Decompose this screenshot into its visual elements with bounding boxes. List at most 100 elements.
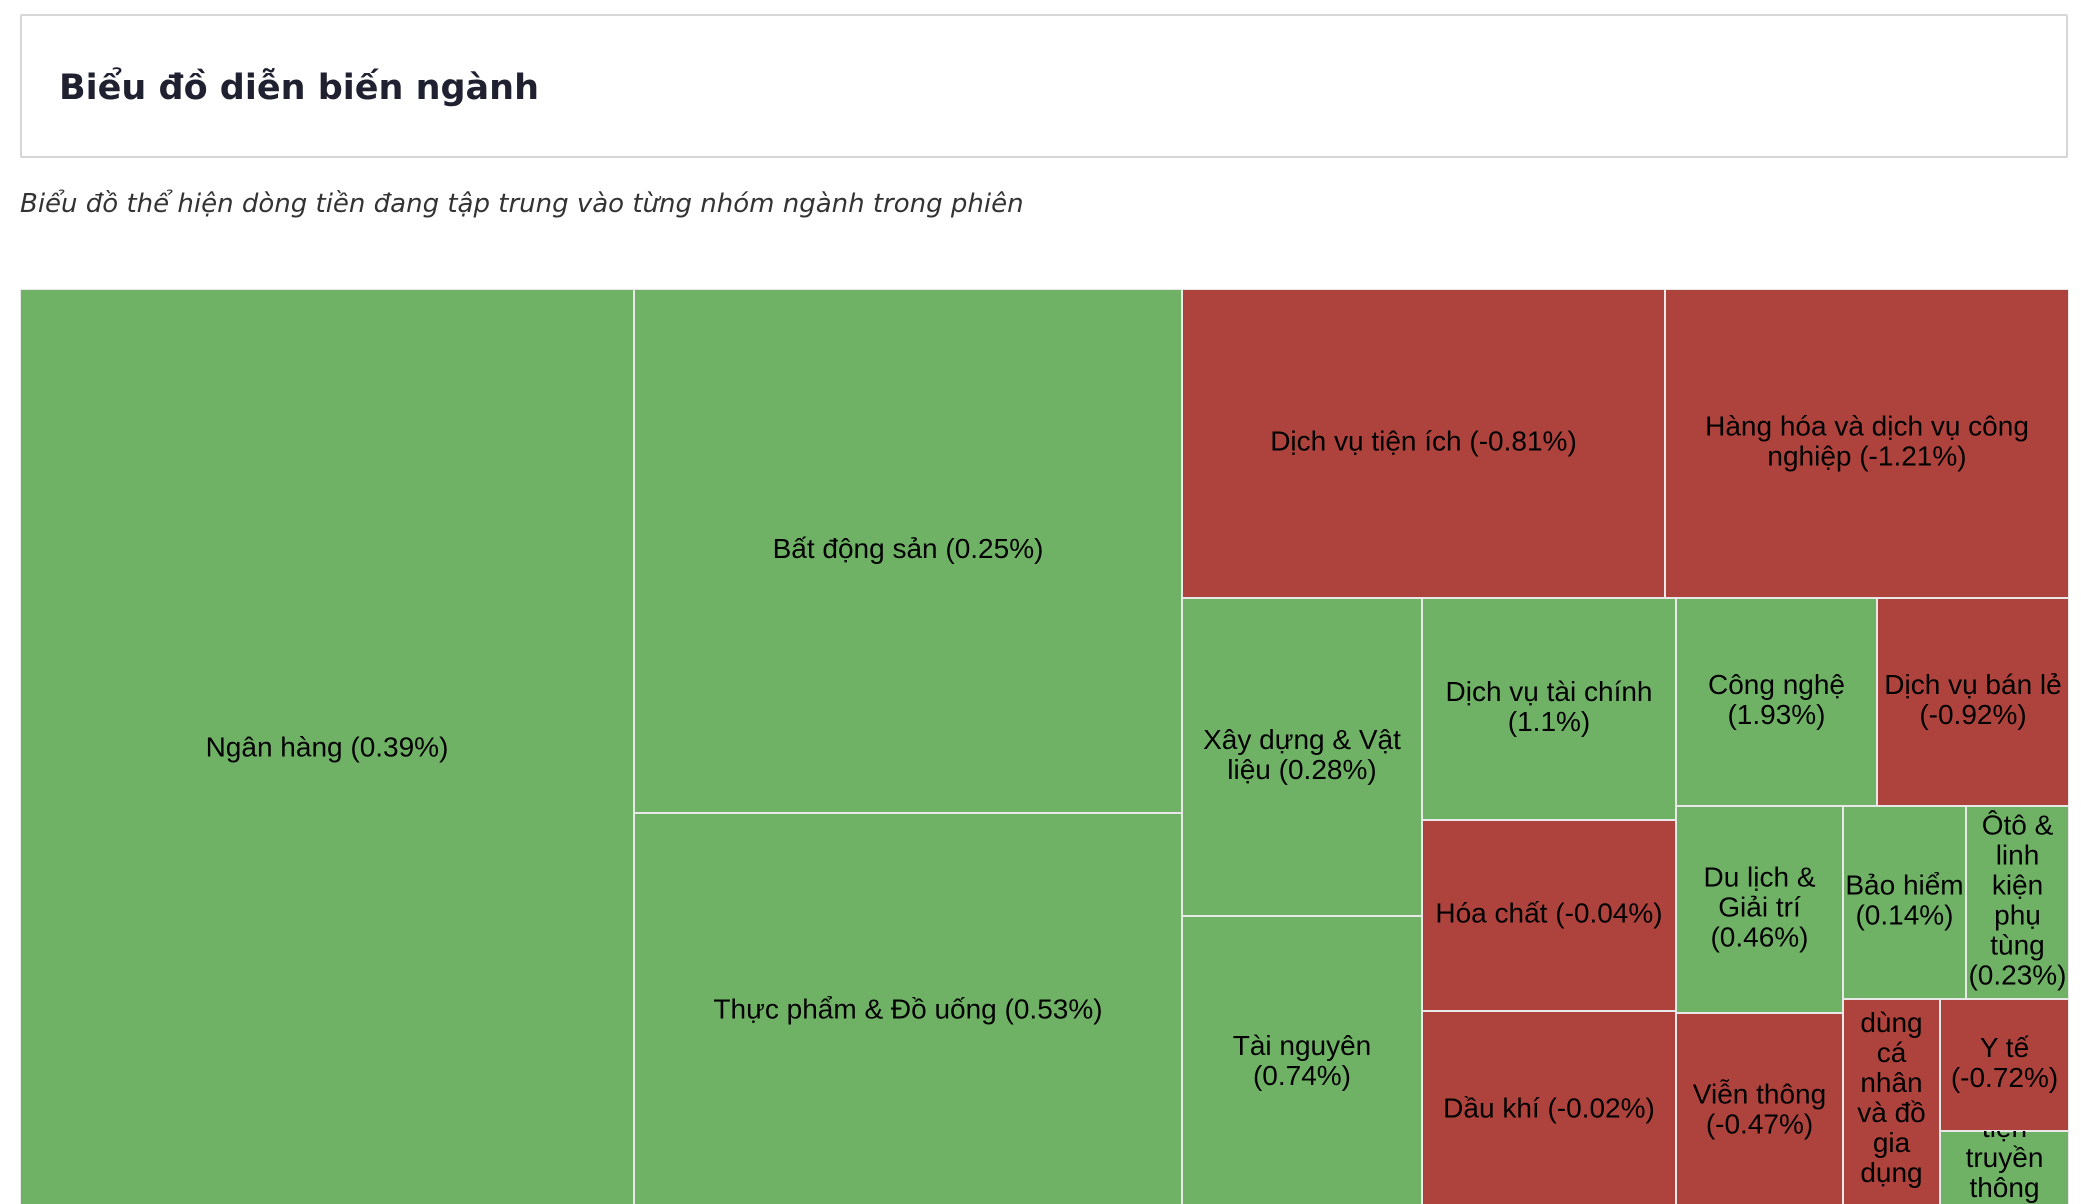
treemap-tile-label-line: Xây dựng & Vật	[1203, 724, 1401, 755]
treemap-tile-label-line: Bảo hiểm	[1845, 870, 1963, 901]
treemap-tile[interactable]: Tài nguyên (0.74%)	[1183, 917, 1421, 1204]
treemap-tile[interactable]: Bất động sản (0.25%)	[635, 290, 1181, 812]
treemap-tile-label-line: truyền	[1966, 1142, 2044, 1173]
treemap-tile-label: Bất động sản (0.25%)	[773, 533, 1044, 564]
treemap-tile[interactable]: Bảo hiểm (0.14%)	[1844, 807, 1965, 998]
treemap-tile-label: Hóa chất (-0.04%)	[1435, 898, 1662, 929]
treemap-tile-rect	[1941, 1000, 2068, 1130]
treemap-tile-label: Xây dựng & Vật liệu (0.28%)	[1203, 724, 1401, 785]
treemap-tile-label: Thực phẩm & Đồ uống (0.53%)	[713, 994, 1102, 1025]
treemap-tile-rect	[635, 290, 1181, 812]
treemap-tile-rect	[1844, 807, 1965, 998]
treemap-tile[interactable]: Xây dựng & Vật liệu (0.28%)	[1183, 599, 1421, 915]
treemap-tile-rect	[21, 290, 633, 1204]
treemap-tile-rect	[1878, 599, 2068, 805]
treemap-tile-label-line: gia	[1873, 1127, 1911, 1158]
treemap-tile-label: tiệntruyềnthông	[1966, 1112, 2044, 1203]
treemap-tile-label-line: liệu (0.28%)	[1227, 754, 1376, 785]
treemap-tile-label: Y tế (-0.72%)	[1951, 1032, 2058, 1093]
treemap-tile-label-line: phụ	[1994, 900, 2041, 931]
treemap-tile-rect	[1183, 290, 1664, 597]
chart-subtitle: Biểu đồ thể hiện dòng tiền đang tập trun…	[20, 189, 1024, 219]
treemap-tile-label-line: (1.1%)	[1508, 706, 1590, 737]
treemap-tile-label-line: Hóa chất (-0.04%)	[1435, 898, 1662, 929]
treemap-tile-label-line: Ngân hàng (0.39%)	[206, 732, 449, 763]
treemap-tile-label: Hàng hóa và dịch vụ công nghiệp (-1.21%)	[1705, 411, 2029, 472]
treemap-tile-label-line: thông	[1969, 1172, 2039, 1203]
treemap-tile-label: Dịch vụ tài chính (1.1%)	[1446, 676, 1653, 737]
treemap-tile-label: dùng cá nhân và đồ gia dụng	[1857, 1007, 1926, 1188]
treemap-tile-label-line: Dịch vụ tiện ích (-0.81%)	[1270, 426, 1577, 457]
treemap-tile-label-line: (0.46%)	[1710, 922, 1808, 953]
treemap-tile-label: Ôtô & linh kiện phụ tùng (0.23%)	[1968, 810, 2066, 991]
page-title: Biểu đồ diễn biến ngành	[59, 68, 540, 108]
treemap-tile-label-line: Tài nguyên	[1233, 1030, 1372, 1061]
treemap-tile[interactable]: Thực phẩm & Đồ uống (0.53%)	[635, 814, 1181, 1204]
treemap-tile-label-line: (1.93%)	[1727, 699, 1825, 730]
treemap-tile-label-line: Giải trí	[1718, 892, 1801, 923]
treemap-tile-rect	[1183, 599, 1421, 915]
treemap-tile-rect	[1423, 599, 1675, 819]
treemap-tile-label-line: Y tế	[1980, 1032, 2030, 1063]
sector-treemap: Ngân hàng (0.39%) Bất động sản (0.25%) Thự…	[20, 289, 2069, 1204]
treemap-tile-rect	[1423, 1012, 1675, 1204]
treemap-tile[interactable]: Ngân hàng (0.39%)	[21, 290, 633, 1204]
treemap-tile-label-line: (0.14%)	[1855, 900, 1953, 931]
treemap-tile[interactable]: Hóa chất (-0.04%)	[1423, 821, 1675, 1010]
treemap-tile[interactable]: dùng cá nhân và đồ gia dụng	[1844, 1000, 1939, 1204]
treemap-tile-label-line: nghiệp (-1.21%)	[1767, 441, 1966, 472]
treemap-tile-label-line: (-0.72%)	[1951, 1062, 2058, 1093]
treemap-tile-label-line: tùng	[1990, 930, 2045, 961]
treemap-tile-label-line: dùng	[1860, 1007, 1922, 1038]
treemap-tile-label: Tài nguyên (0.74%)	[1233, 1030, 1372, 1091]
treemap-tile-rect	[1967, 807, 2068, 998]
treemap-tile[interactable]: Công nghệ (1.93%)	[1677, 599, 1876, 805]
treemap-tile-rect	[1677, 599, 1876, 805]
treemap-tile-rect	[1666, 290, 2068, 597]
treemap-tile-label: Dịch vụ tiện ích (-0.81%)	[1270, 426, 1577, 457]
treemap-tile-rect	[1677, 807, 1842, 1012]
treemap-tile-label-line: (-0.92%)	[1919, 699, 2026, 730]
treemap-tile[interactable]: Ôtô & linh kiện phụ tùng (0.23%)	[1967, 807, 2068, 998]
treemap-tile-label-line: (-0.47%)	[1706, 1109, 1813, 1140]
treemap-tile-label-line: (0.23%)	[1968, 960, 2066, 991]
treemap-svg: Ngân hàng (0.39%) Bất động sản (0.25%) Thự…	[21, 290, 2068, 1204]
treemap-tile-label: Công nghệ (1.93%)	[1708, 669, 1845, 730]
treemap-tile-label-line: Thực phẩm & Đồ uống (0.53%)	[713, 994, 1102, 1025]
treemap-tile-rect	[1844, 1000, 1939, 1204]
treemap-tile-label-line: nhân	[1860, 1067, 1922, 1098]
treemap-tile[interactable]: Dịch vụ tiện ích (-0.81%)	[1183, 290, 1664, 597]
treemap-tile-label: Viễn thông (-0.47%)	[1693, 1079, 1826, 1140]
treemap-tile-label-line: (0.74%)	[1253, 1060, 1351, 1091]
treemap-tile-label-line: dụng	[1860, 1157, 1922, 1188]
treemap-tile[interactable]: Dịch vụ bán lẻ (-0.92%)	[1878, 599, 2068, 805]
treemap-tile-label-line: Hàng hóa và dịch vụ công	[1705, 411, 2029, 442]
treemap-tile[interactable]: tiệntruyềnthông	[1941, 1112, 2068, 1204]
treemap-tile-label: Du lịch & Giải trí (0.46%)	[1703, 862, 1815, 953]
treemap-tile-label: Dầu khí (-0.02%)	[1443, 1093, 1655, 1124]
treemap-tile-label: Bảo hiểm (0.14%)	[1845, 870, 1963, 931]
treemap-tile-rect	[1423, 821, 1675, 1010]
treemap-tile[interactable]: Viễn thông (-0.47%)	[1677, 1014, 1842, 1204]
treemap-tile-label-line: linh	[1996, 840, 2040, 871]
treemap-tile-label: Ngân hàng (0.39%)	[206, 732, 449, 763]
treemap-tile-label-line: cá	[1877, 1037, 1907, 1068]
treemap-tile-label-line: kiện	[1992, 870, 2043, 901]
treemap-tile-label-line: Dịch vụ bán lẻ	[1884, 669, 2061, 700]
treemap-tile-rect	[1677, 1014, 1842, 1204]
treemap-tile-label-line: Du lịch &	[1703, 862, 1815, 893]
treemap-tile-label-line: Ôtô &	[1982, 810, 2054, 841]
treemap-tile-rect	[1941, 1132, 2068, 1204]
treemap-tile[interactable]: Y tế (-0.72%)	[1941, 1000, 2068, 1130]
treemap-tile[interactable]: Dầu khí (-0.02%)	[1423, 1012, 1675, 1204]
treemap-tile-label-line: tiện	[1982, 1112, 2027, 1143]
treemap-tile-rect	[1183, 917, 1421, 1204]
treemap-tile-label-line: và đồ	[1857, 1097, 1926, 1128]
treemap-tile-label-line: Bất động sản (0.25%)	[773, 533, 1044, 564]
treemap-tile[interactable]: Dịch vụ tài chính (1.1%)	[1423, 599, 1675, 819]
treemap-tile-label-line: Dịch vụ tài chính	[1446, 676, 1653, 707]
treemap-tile-label-line: Viễn thông	[1693, 1079, 1826, 1110]
treemap-tile-rect	[635, 814, 1181, 1204]
treemap-tile[interactable]: Du lịch & Giải trí (0.46%)	[1677, 807, 1842, 1012]
treemap-tile[interactable]: Hàng hóa và dịch vụ công nghiệp (-1.21%)	[1666, 290, 2068, 597]
